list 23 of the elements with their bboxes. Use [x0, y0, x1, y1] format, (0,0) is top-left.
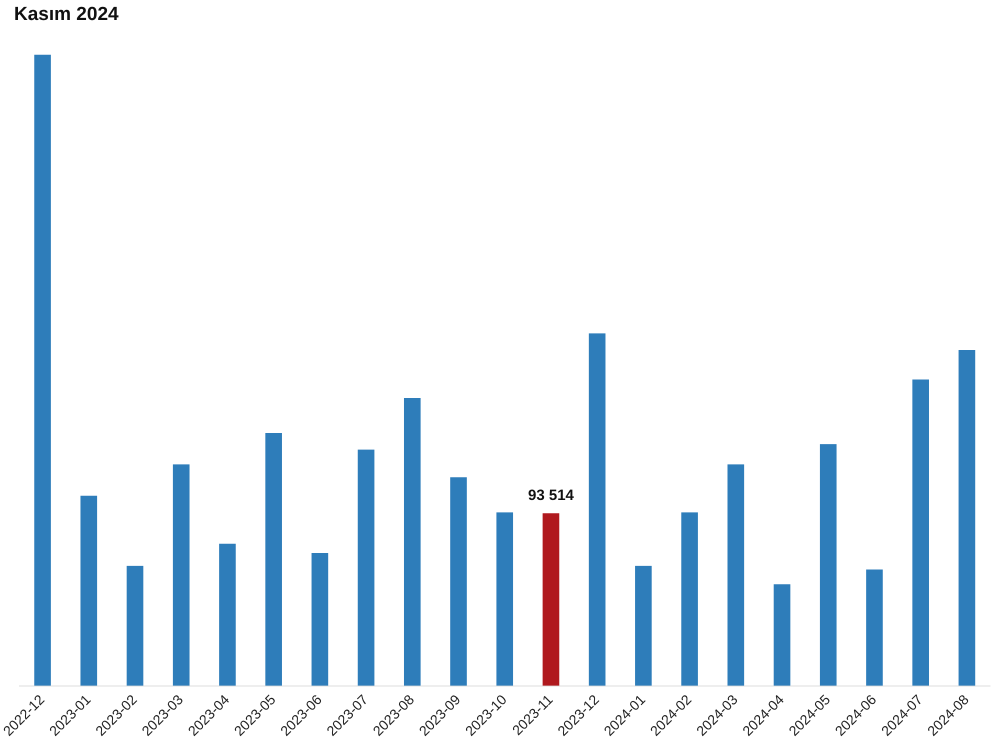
- bar: [958, 350, 976, 686]
- data-label: 93 514: [528, 486, 575, 504]
- bar: [450, 477, 467, 686]
- bar: [126, 566, 144, 686]
- bar: [496, 512, 514, 686]
- bar: [312, 552, 328, 686]
- bar: [912, 380, 929, 686]
- bar: [866, 570, 883, 686]
- bar: [588, 333, 606, 686]
- bar: [635, 566, 652, 686]
- bar: [219, 544, 236, 686]
- bar: [727, 464, 744, 686]
- bar: [404, 398, 421, 686]
- bar: [265, 433, 282, 686]
- chart-title: Kasım 2024: [14, 4, 119, 26]
- bar: [820, 444, 837, 686]
- bar: [542, 513, 560, 686]
- bar: [681, 512, 698, 686]
- bar: [34, 54, 51, 686]
- bar: [358, 450, 374, 686]
- bar: [774, 584, 790, 686]
- bar: [172, 464, 190, 686]
- bar: [80, 496, 98, 686]
